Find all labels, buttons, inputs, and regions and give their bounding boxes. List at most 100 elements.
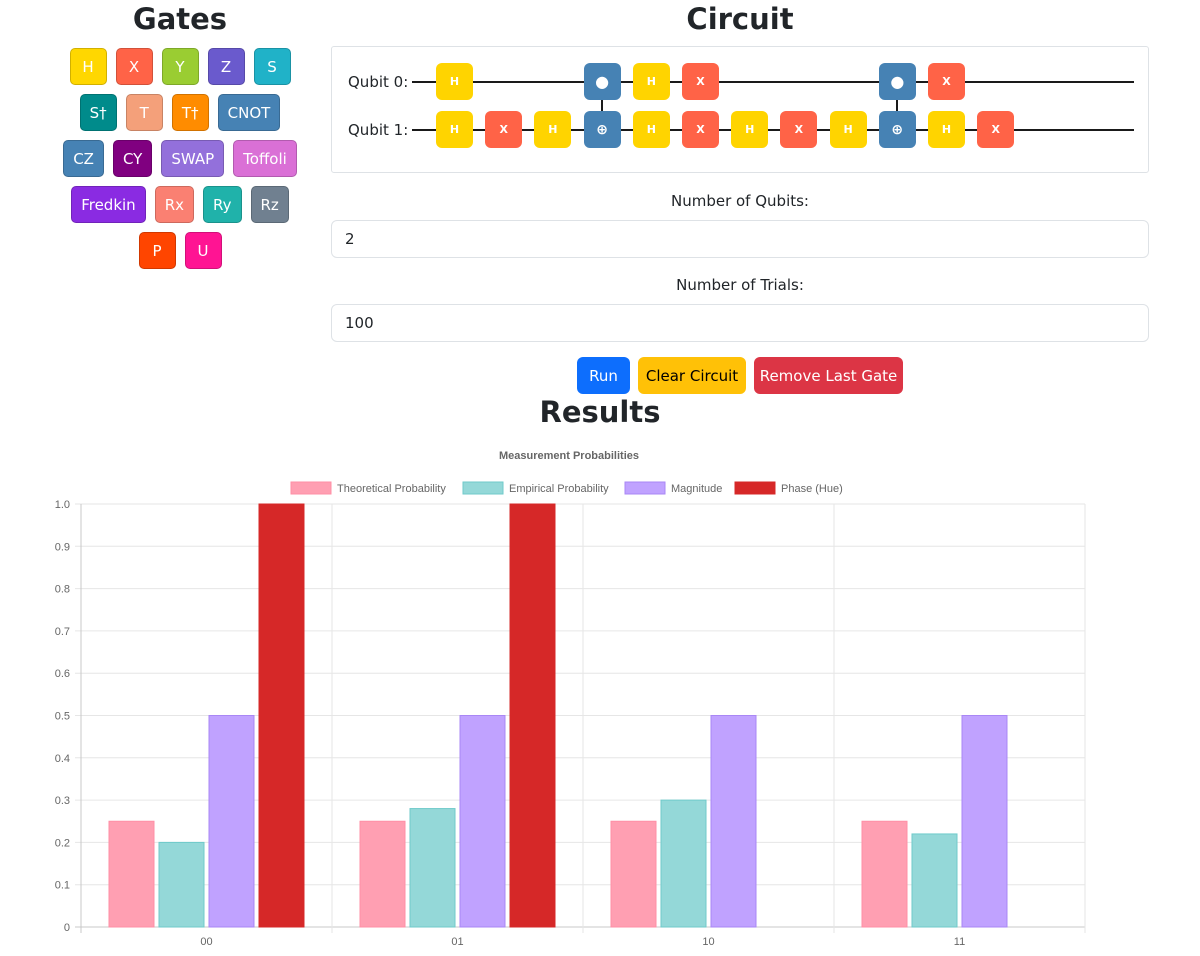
circuit-cnot-control-gate[interactable]: ● xyxy=(878,63,916,100)
circuit-cnot-target-gate[interactable]: ⊕ xyxy=(878,111,916,148)
y-tick-label: 0.4 xyxy=(55,753,70,765)
y-tick-label: 0.6 xyxy=(55,668,70,680)
circuit-h-gate[interactable]: H xyxy=(731,111,769,148)
bar-magnitude xyxy=(710,715,757,928)
bar-empirical-probability xyxy=(158,841,205,928)
gate-row: S† T T† CNOT xyxy=(55,94,305,131)
gate-rx-button[interactable]: Rx xyxy=(154,186,195,223)
x-tick-label: 10 xyxy=(702,936,714,948)
circuit-canvas[interactable]: Qubit 0: Qubit 1: H ● H X ● X H X H ⊕ H X H X H ⊕ H X xyxy=(331,46,1149,173)
circuit-cnot-control-gate[interactable]: ● xyxy=(583,63,621,100)
qubit-1-label: Qubit 1: xyxy=(348,121,409,139)
circuit-x-gate[interactable]: X xyxy=(928,63,965,100)
circuit-h-gate[interactable]: H xyxy=(534,111,572,148)
gate-cnot-button[interactable]: CNOT xyxy=(217,94,281,131)
legend-swatch xyxy=(290,481,332,495)
cnot-control-line xyxy=(896,100,899,111)
bar-phase-hue xyxy=(258,503,305,928)
circuit-cnot-target-gate[interactable]: ⊕ xyxy=(583,111,621,148)
gates-palette: H X Y Z S S† T T† CNOT CZ CY SWAP Toffoli Fredkin Rx Ry… xyxy=(55,48,305,278)
legend-swatch xyxy=(462,481,504,495)
circuit-x-gate[interactable]: X xyxy=(682,111,719,148)
legend-label: Theoretical Probability xyxy=(337,483,446,495)
clear-circuit-button[interactable]: Clear Circuit xyxy=(638,357,746,394)
gate-p-button[interactable]: P xyxy=(138,232,176,269)
circuit-h-gate[interactable]: H xyxy=(436,111,473,148)
y-tick-label: 0.3 xyxy=(55,795,70,807)
y-tick-label: 0.8 xyxy=(55,584,70,596)
bar-theoretical-probability xyxy=(359,820,406,928)
circuit-title: Circuit xyxy=(686,2,794,36)
bar-magnitude xyxy=(961,715,1008,928)
y-tick-label: 0.5 xyxy=(55,711,70,723)
y-tick-label: 0.9 xyxy=(55,541,70,553)
results-title: Results xyxy=(539,395,661,429)
circuit-x-gate[interactable]: X xyxy=(682,63,719,100)
gate-rz-button[interactable]: Rz xyxy=(250,186,289,223)
gate-ry-button[interactable]: Ry xyxy=(203,186,242,223)
circuit-h-gate[interactable]: H xyxy=(632,63,670,100)
legend-label: Magnitude xyxy=(671,483,722,495)
bar-theoretical-probability xyxy=(861,820,908,928)
bar-magnitude xyxy=(208,715,255,928)
bar-empirical-probability xyxy=(409,808,456,928)
gate-x-button[interactable]: X xyxy=(115,48,153,85)
legend-swatch xyxy=(624,481,666,495)
gate-h-button[interactable]: H xyxy=(69,48,107,85)
circuit-h-gate[interactable]: H xyxy=(928,111,965,148)
cnot-control-line xyxy=(601,100,604,111)
gate-cy-button[interactable]: CY xyxy=(112,140,153,177)
legend-label: Phase (Hue) xyxy=(781,483,843,495)
y-tick-label: 0.7 xyxy=(55,626,70,638)
gate-t-button[interactable]: T xyxy=(125,94,163,131)
y-tick-label: 0.1 xyxy=(55,880,70,892)
trials-label: Number of Trials: xyxy=(676,276,804,294)
gates-title: Gates xyxy=(132,2,228,36)
qubits-label: Number of Qubits: xyxy=(670,192,809,210)
gate-t-dagger-button[interactable]: T† xyxy=(171,94,209,131)
bar-theoretical-probability xyxy=(108,820,155,928)
circuit-h-gate[interactable]: H xyxy=(632,111,670,148)
gate-toffoli-button[interactable]: Toffoli xyxy=(233,140,297,177)
x-tick-label: 11 xyxy=(954,936,965,948)
qubit-1-wire xyxy=(412,129,1134,131)
bar-empirical-probability xyxy=(660,799,707,928)
qubit-0-wire xyxy=(412,81,1134,83)
gate-s-dagger-button[interactable]: S† xyxy=(79,94,117,131)
qubit-0-label: Qubit 0: xyxy=(348,73,409,91)
circuit-x-gate[interactable]: X xyxy=(977,111,1015,148)
gate-z-button[interactable]: Z xyxy=(207,48,245,85)
gate-fredkin-button[interactable]: Fredkin xyxy=(71,186,146,223)
legend-label: Empirical Probability xyxy=(509,483,609,495)
gate-swap-button[interactable]: SWAP xyxy=(161,140,225,177)
y-tick-label: 1.0 xyxy=(55,499,70,511)
chart-bars xyxy=(108,503,1008,928)
x-tick-label: 00 xyxy=(200,936,212,948)
y-tick-label: 0.2 xyxy=(55,837,70,849)
circuit-x-gate[interactable]: X xyxy=(780,111,818,148)
chart-title: Measurement Probabilities xyxy=(499,450,639,462)
gate-s-button[interactable]: S xyxy=(253,48,291,85)
circuit-h-gate[interactable]: H xyxy=(436,63,473,100)
remove-last-gate-button[interactable]: Remove Last Gate xyxy=(754,357,903,394)
bar-empirical-probability xyxy=(911,833,958,928)
bar-phase-hue xyxy=(509,503,556,928)
y-tick-label: 0 xyxy=(64,922,70,934)
chart-axes: 0 0.1 0.2 0.3 0.4 0.5 0.6 0.7 0.8 0.9 1.0 00 01 10 11 xyxy=(55,499,966,948)
gate-u-button[interactable]: U xyxy=(184,232,222,269)
gate-row: CZ CY SWAP Toffoli xyxy=(55,140,305,177)
run-button[interactable]: Run xyxy=(577,357,630,394)
trials-input[interactable] xyxy=(331,304,1149,342)
circuit-h-gate[interactable]: H xyxy=(829,111,867,148)
gate-row: Fredkin Rx Ry Rz xyxy=(55,186,305,223)
gate-cz-button[interactable]: CZ xyxy=(63,140,104,177)
circuit-x-gate[interactable]: X xyxy=(485,111,523,148)
measurement-chart: Measurement Probabilities Theoretical Pr… xyxy=(55,450,1086,948)
chart-legend: Theoretical Probability Empirical Probabi… xyxy=(290,481,843,495)
qubits-input[interactable] xyxy=(331,220,1149,258)
gate-y-button[interactable]: Y xyxy=(161,48,199,85)
x-tick-label: 01 xyxy=(451,936,463,948)
